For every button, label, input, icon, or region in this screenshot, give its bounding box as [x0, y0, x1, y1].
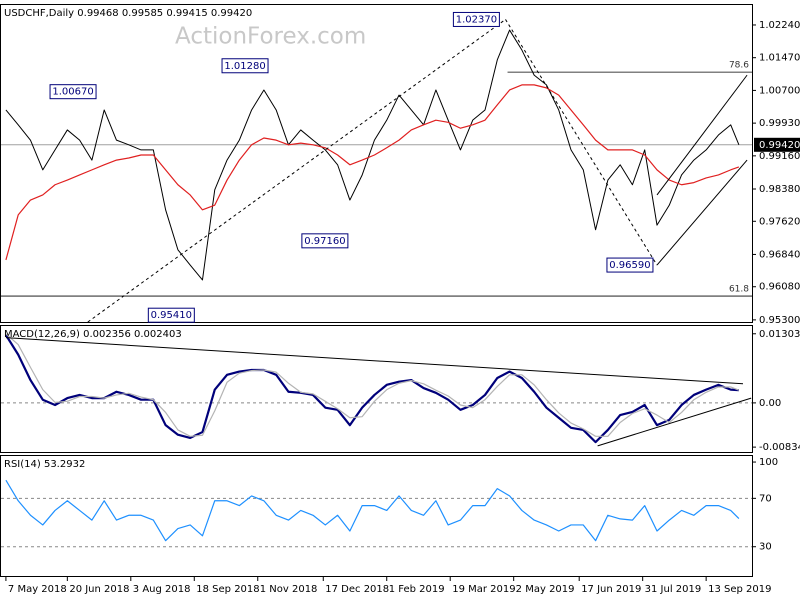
x-tick-label: 13 Sep 2019	[708, 584, 771, 595]
x-tick-label: 1 Nov 2018	[260, 584, 318, 595]
price-panel-border	[0, 4, 753, 323]
panel-title: RSI(14) 53.2932	[4, 459, 85, 470]
annotation-label: 0.95410	[151, 310, 192, 321]
rsi-panel-border	[0, 455, 753, 577]
x-tick-label: 20 Jun 2018	[69, 584, 129, 595]
annotation-label: 0.97160	[304, 236, 345, 247]
y-tick-label: 0.96080	[759, 282, 800, 293]
annotation-box	[452, 11, 500, 27]
x-tick-label: 2 May 2019	[516, 584, 575, 595]
annotation-box	[221, 58, 269, 74]
series-line	[5, 479, 740, 542]
y-tick-label: 0.97620	[759, 216, 800, 227]
fib-ratio: 78.6	[729, 61, 749, 71]
series-line	[5, 29, 740, 281]
panel-title: USDCHF,Daily 0.99468 0.99585 0.99415 0.9…	[4, 8, 252, 19]
y-tick-label: 1.00700	[759, 85, 800, 96]
y-tick-label: 0.013034	[759, 329, 800, 340]
trendline	[5, 337, 744, 385]
trendline	[656, 74, 748, 196]
annotation-box	[301, 233, 349, 249]
panel-title: MACD(12,26,9) 0.002356 0.002403	[4, 329, 182, 340]
watermark: ActionForex.com	[175, 24, 366, 50]
trendline	[656, 159, 748, 266]
x-tick-label: 7 May 2018	[8, 584, 67, 595]
y-tick-label: 0.99930	[759, 118, 800, 129]
y-tick-label: 0.95300	[759, 315, 800, 326]
y-tick-label: 1.02240	[759, 20, 800, 31]
series-line	[4, 334, 739, 444]
annotation-label: 1.01280	[224, 61, 265, 72]
x-tick-label: 18 Sep 2018	[196, 584, 259, 595]
last-price-tag	[754, 137, 800, 152]
x-tick-label: 17 Jun 2019	[581, 584, 641, 595]
y-tick-label: 1.01470	[759, 53, 800, 64]
annotation-label: 1.00670	[52, 87, 93, 98]
annotation-box	[147, 307, 195, 323]
y-tick-label: 0.99160	[759, 151, 800, 162]
annotation-label: 0.96590	[609, 260, 650, 271]
macd-panel-border	[0, 325, 753, 453]
series-line	[5, 333, 740, 437]
series-line	[5, 84, 740, 261]
x-tick-label: 19 Mar 2019	[452, 584, 515, 595]
x-tick-label: 3 Aug 2018	[133, 584, 191, 595]
x-tick-label: 31 Jul 2019	[645, 584, 702, 595]
y-tick-label: 30	[759, 542, 772, 553]
trendline	[505, 19, 658, 266]
y-tick-label: 70	[759, 493, 772, 504]
annotation-box	[606, 257, 654, 273]
y-tick-label: 0.98380	[759, 184, 800, 195]
trendline	[597, 397, 752, 447]
last-price-label: 0.99420	[759, 140, 800, 151]
fib-ratio: 61.8	[729, 285, 749, 295]
y-tick-label: 100	[759, 457, 778, 468]
y-tick-label: -0.00834	[759, 442, 800, 453]
annotation-box	[49, 84, 97, 100]
x-tick-label: 17 Dec 2018	[325, 584, 389, 595]
y-tick-label: 0.96840	[759, 249, 800, 260]
y-tick-label: 0.00	[759, 398, 781, 409]
x-tick-label: 1 Feb 2019	[389, 584, 445, 595]
trendline	[87, 19, 506, 323]
annotation-label: 1.02370	[456, 14, 497, 25]
